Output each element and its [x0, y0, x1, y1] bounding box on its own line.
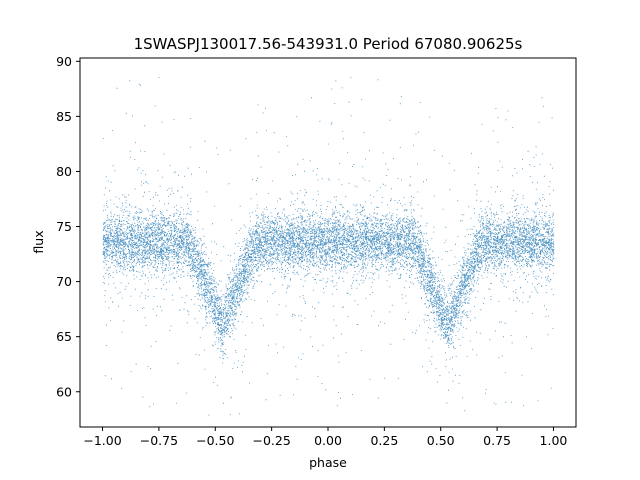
x-tick-label: 0.50: [427, 433, 455, 448]
y-tick-label: 65: [56, 329, 72, 344]
data-points: [102, 77, 555, 416]
y-tick-label: 75: [56, 219, 72, 234]
y-tick-label: 60: [56, 384, 72, 399]
x-axis-label: phase: [309, 455, 347, 470]
x-tick-label: 1.00: [540, 433, 568, 448]
chart-title: 1SWASPJ130017.56-543931.0 Period 67080.9…: [134, 35, 523, 53]
y-tick-label: 70: [56, 274, 72, 289]
x-tick-label: 0.75: [483, 433, 511, 448]
x-tick-label: 0.25: [370, 433, 398, 448]
x-tick-label: 0.00: [314, 433, 342, 448]
x-tick-label: −1.00: [83, 433, 121, 448]
y-tick-label: 90: [56, 54, 72, 69]
y-axis-label: flux: [31, 230, 46, 253]
x-tick-label: −0.75: [140, 433, 178, 448]
scatter-points: [102, 77, 555, 416]
y-tick-label: 85: [56, 109, 72, 124]
x-tick-label: −0.25: [252, 433, 290, 448]
y-axis: 60 65 70 75 80 85 90: [56, 54, 80, 399]
y-tick-label: 80: [56, 164, 72, 179]
x-tick-label: −0.50: [196, 433, 234, 448]
x-axis: −1.00 −0.75 −0.50 −0.25 0.00 0.25 0.50 0.75 1.00: [83, 427, 567, 448]
